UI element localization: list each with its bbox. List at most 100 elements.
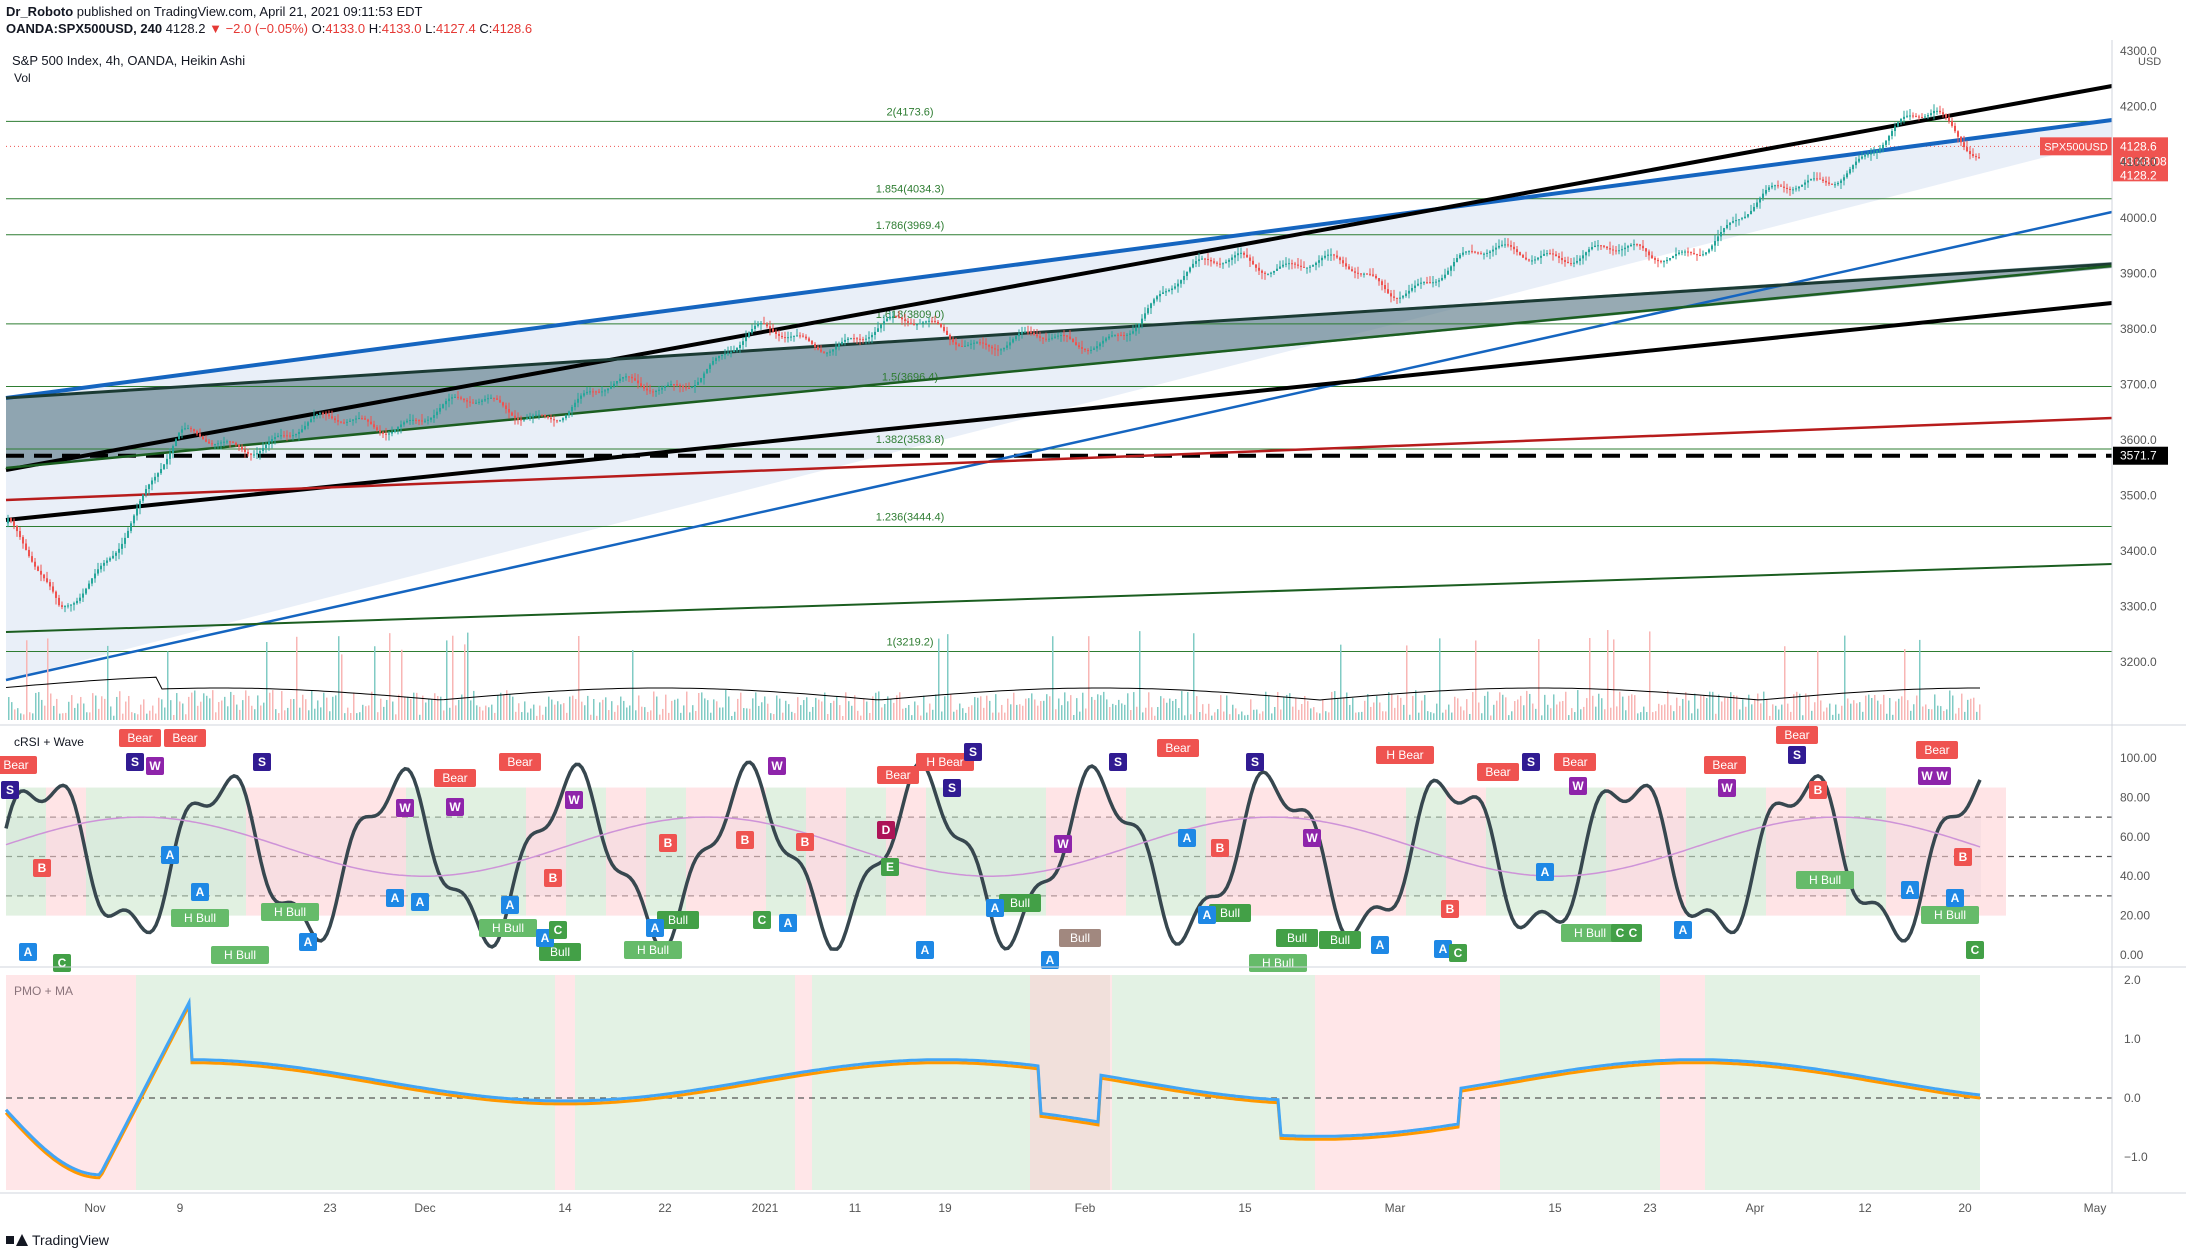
candle-body	[1438, 280, 1440, 282]
volume-bar	[536, 715, 538, 720]
candle-body	[640, 383, 642, 387]
candle-body	[1813, 178, 1815, 180]
candle-body	[1960, 136, 1962, 143]
volume-bar	[68, 701, 70, 720]
candle-body	[646, 388, 648, 391]
volume-bar	[1931, 709, 1933, 720]
pivot-marker-bg	[1449, 944, 1467, 962]
volume-bar	[62, 713, 64, 720]
candle-body	[1369, 273, 1371, 275]
volume-bar	[980, 696, 982, 720]
volume-bar	[851, 705, 853, 720]
candle-body	[169, 452, 171, 459]
candle-body	[433, 415, 435, 418]
pivot-marker: W	[1721, 781, 1733, 795]
volume-bar	[191, 692, 193, 720]
candle-body	[1150, 303, 1152, 309]
candle-body	[199, 433, 201, 437]
signal-label: Bear	[1924, 743, 1949, 757]
volume-bar	[839, 705, 841, 720]
volume-bar	[806, 697, 808, 720]
candle-body	[127, 530, 129, 538]
candle-body	[1594, 245, 1596, 248]
candle-body	[1825, 180, 1827, 183]
candle-body	[112, 555, 114, 559]
volume-bar	[1142, 712, 1144, 720]
candle-body	[685, 387, 687, 389]
pivot-marker: S	[948, 781, 956, 795]
candle-body	[1738, 219, 1740, 221]
volume-bar	[1409, 714, 1411, 720]
volume-bar	[1817, 651, 1819, 720]
volume-bar	[1904, 649, 1906, 720]
volume-bar	[446, 640, 448, 720]
volume-bar	[1865, 695, 1867, 720]
volume-bar	[1418, 712, 1420, 720]
volume-bar	[887, 696, 889, 720]
candle-body	[1093, 348, 1095, 350]
signal-label-bg	[624, 941, 682, 959]
candle-body	[61, 605, 63, 607]
candle-body	[1972, 154, 1974, 157]
volume-bar	[1286, 694, 1288, 720]
pmo-pane[interactable]: PMO + MA	[4, 975, 2112, 1190]
candle-body	[790, 336, 792, 338]
pivot-marker: C	[1971, 943, 1980, 957]
volume-bar	[1229, 714, 1231, 720]
volume-bar	[512, 696, 514, 720]
brand-name[interactable]: TradingView	[32, 1232, 110, 1248]
volume-bar	[245, 690, 247, 720]
candle-body	[1858, 158, 1860, 162]
signal-label: Bull	[1220, 906, 1240, 920]
candle-body	[361, 418, 363, 420]
candle-body	[496, 398, 498, 400]
candle-body	[1582, 255, 1584, 259]
volume-bar	[1745, 706, 1747, 720]
time-axis-tick: Dec	[414, 1201, 435, 1215]
volume-bar	[665, 694, 667, 720]
candle-body	[1036, 334, 1038, 337]
candle-body	[424, 420, 426, 422]
candle-body	[1138, 323, 1140, 328]
candle-body	[25, 543, 27, 550]
pivot-marker: W	[1572, 779, 1584, 793]
candle-body	[1450, 266, 1452, 271]
candle-body	[346, 421, 348, 423]
volume-bar	[1163, 698, 1165, 720]
candle-body	[1069, 336, 1071, 339]
candle-body	[1435, 281, 1437, 283]
candle-body	[829, 351, 831, 353]
volume-bar	[1610, 707, 1612, 720]
price-axis-tick: 4100.0	[2120, 155, 2157, 169]
volume-bar	[17, 708, 19, 720]
pivot-marker: B	[741, 833, 750, 847]
candle-body	[328, 414, 330, 417]
volume-bar	[1634, 695, 1636, 720]
candle-body	[1246, 254, 1248, 258]
candle-body	[1225, 261, 1227, 264]
signal-label-bg	[1776, 726, 1818, 744]
candle-body	[1003, 347, 1005, 350]
volume-bar	[515, 711, 517, 720]
publisher-name[interactable]: Dr_Roboto	[6, 4, 74, 19]
candle-body	[793, 335, 795, 337]
volume-bar	[824, 692, 826, 720]
main-pane[interactable]: 2(4173.6)1.854(4034.3)1.786(3969.4)1.618…	[5, 53, 2168, 720]
volume-bar	[1385, 711, 1387, 720]
volume-bar	[122, 713, 124, 720]
volume-bar	[1559, 701, 1561, 720]
volume-bar	[923, 695, 925, 720]
candle-body	[1372, 274, 1374, 276]
volume-bar	[1349, 704, 1351, 720]
candle-body	[1204, 258, 1206, 260]
crsi-cloud	[86, 787, 126, 916]
candle-body	[508, 409, 510, 413]
pmo-bg-region	[6, 975, 136, 1190]
candle-body	[250, 453, 252, 455]
volume-bar	[1658, 703, 1660, 720]
crsi-cloud	[246, 787, 286, 916]
volume-bar	[296, 636, 298, 720]
candle-body	[1894, 126, 1896, 132]
